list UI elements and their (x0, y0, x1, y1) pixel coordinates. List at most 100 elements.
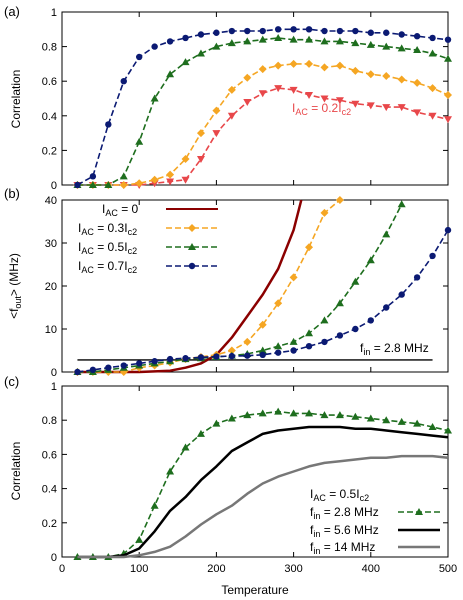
xtick-label-c-2: 200 (207, 563, 225, 575)
data-point-a-03-10 (227, 85, 236, 94)
data-point-a-02-20 (382, 104, 391, 112)
data-point-c-28-5 (150, 501, 159, 509)
xtick-label-c-4: 400 (362, 563, 380, 575)
data-point-b-05-19 (366, 256, 375, 264)
data-point-b-07-10 (228, 352, 236, 360)
data-point-a-02-24 (444, 116, 452, 124)
chart-panel-a: 0 0.2 0.4 0.6 0.8 1 Correlation IAC = 0.2Ic2 (9, 7, 452, 192)
panel-b-legend: IAC = 0 IAC = 0.3Ic2 IAC = 0.5Ic2 IAC = … (78, 202, 218, 275)
ytick-label-c-2: 0.4 (42, 484, 57, 496)
data-point-a-03-22 (413, 78, 422, 87)
data-point-a-07-9 (213, 29, 220, 36)
data-point-b-03-12 (258, 320, 267, 329)
legend-label-fin-14: fin = 14 MHz (310, 540, 375, 556)
data-point-b-07-24 (444, 226, 452, 234)
data-point-a-02-23 (428, 112, 437, 120)
data-point-b-03-15 (305, 243, 314, 252)
fin-reference-label: fin = 2.8 MHz (360, 341, 429, 357)
data-point-a-05-16 (320, 37, 329, 45)
data-point-a-03-5 (150, 175, 159, 184)
data-point-b-07-4 (136, 360, 143, 367)
data-point-a-05-9 (212, 42, 221, 50)
data-point-b-07-3 (120, 362, 127, 369)
data-point-b-07-16 (321, 338, 328, 346)
data-point-b-05-12 (258, 346, 267, 354)
data-point-a-07-14 (290, 26, 297, 33)
data-point-a-05-15 (305, 35, 314, 43)
panel-c-legend: IAC = 0.5Ic2 fin = 2.8 MHz fin = 5.6 MHz… (310, 487, 440, 556)
data-point-a-07-6 (166, 38, 174, 45)
data-point-a-03-8 (196, 129, 205, 138)
legend-marker-iac-03 (188, 224, 196, 232)
data-point-b-05-17 (335, 299, 344, 307)
legend-entry-fin-56: fin = 5.6 MHz (310, 523, 440, 539)
ytick-label-a-2: 0.4 (42, 111, 57, 123)
data-point-a-03-13 (274, 61, 283, 70)
data-point-b-03-13 (274, 299, 283, 308)
data-point-b-05-20 (382, 230, 391, 238)
data-point-a-03-16 (320, 63, 329, 72)
data-point-a-07-18 (352, 27, 359, 35)
data-point-a-07-13 (274, 26, 282, 33)
data-point-b-07-18 (352, 325, 359, 333)
ytick-label-a-5: 1 (51, 7, 57, 19)
data-point-a-03-7 (181, 155, 190, 164)
data-point-a-02-16 (320, 95, 329, 103)
panel-c-series (73, 407, 452, 560)
data-point-c-28-16 (320, 411, 329, 419)
data-point-a-05-4 (135, 137, 144, 145)
data-point-a-03-4 (135, 179, 144, 188)
ytick-label-c-5: 1 (51, 381, 57, 393)
data-point-a-07-17 (336, 27, 344, 35)
data-point-a-03-17 (335, 61, 344, 70)
series-line-c-14 (77, 454, 449, 559)
data-point-a-05-5 (150, 94, 159, 102)
data-point-a-07-1 (89, 173, 97, 180)
series-line-a-05 (77, 37, 449, 186)
data-point-a-05-12 (258, 35, 267, 43)
data-point-a-05-24 (444, 54, 452, 62)
data-point-a-07-19 (367, 29, 374, 36)
data-point-c-28-17 (335, 411, 344, 419)
data-point-a-05-2 (104, 181, 113, 188)
data-point-a-03-9 (212, 106, 221, 115)
data-point-a-03-11 (243, 73, 252, 82)
data-point-a-07-4 (136, 53, 143, 61)
data-point-b-03-10 (227, 346, 236, 355)
data-point-b-07-7 (182, 355, 189, 362)
xtick-label-c-5: 500 (439, 563, 457, 575)
data-point-b-03-17 (335, 196, 344, 204)
data-point-a-05-23 (428, 49, 437, 57)
ytick-label-c-0: 0 (51, 552, 57, 564)
data-point-c-28-13 (274, 407, 283, 415)
data-point-b-07-21 (398, 291, 405, 298)
data-point-a-03-18 (351, 66, 360, 75)
legend-label-iac-07: IAC = 0.7Ic2 (78, 259, 137, 275)
panel-label-b: (b) (4, 186, 20, 201)
data-point-a-03-23 (428, 84, 437, 93)
data-point-b-07-13 (274, 349, 282, 356)
series-line-a-03 (77, 63, 449, 186)
xtick-label-c-0: 0 (59, 563, 65, 575)
data-point-b-07-14 (290, 347, 297, 354)
legend-entry-iac-05: IAC = 0.5Ic2 (78, 240, 218, 256)
data-point-b-07-1 (89, 366, 97, 374)
data-point-a-02-6 (166, 178, 175, 186)
ytick-label-b-2: 20 (45, 281, 57, 293)
data-point-a-07-11 (244, 27, 251, 35)
legend-label-fin-28: fin = 2.8 MHz (310, 505, 379, 521)
legend-label-iac-0: IAC = 0 (102, 202, 139, 218)
chart-panel-b: 0 10 20 30 40 <fout> (MHz) IAC = 0 IAC = 0.3… (7, 195, 452, 379)
legend-entry-fin-28: fin = 2.8 MHz (310, 505, 440, 521)
data-point-a-02-7 (181, 176, 190, 184)
panel-label-a: (a) (4, 4, 20, 19)
data-point-b-03-14 (289, 273, 298, 282)
data-point-b-03-11 (243, 337, 252, 346)
xtick-label-c-1: 100 (130, 563, 148, 575)
data-point-a-05-7 (181, 58, 190, 66)
data-point-c-28-12 (258, 409, 267, 417)
legend-marker-iac-05 (188, 243, 196, 250)
data-point-a-07-24 (444, 36, 452, 43)
data-point-a-02-21 (397, 104, 406, 112)
data-point-a-02-10 (227, 112, 236, 120)
